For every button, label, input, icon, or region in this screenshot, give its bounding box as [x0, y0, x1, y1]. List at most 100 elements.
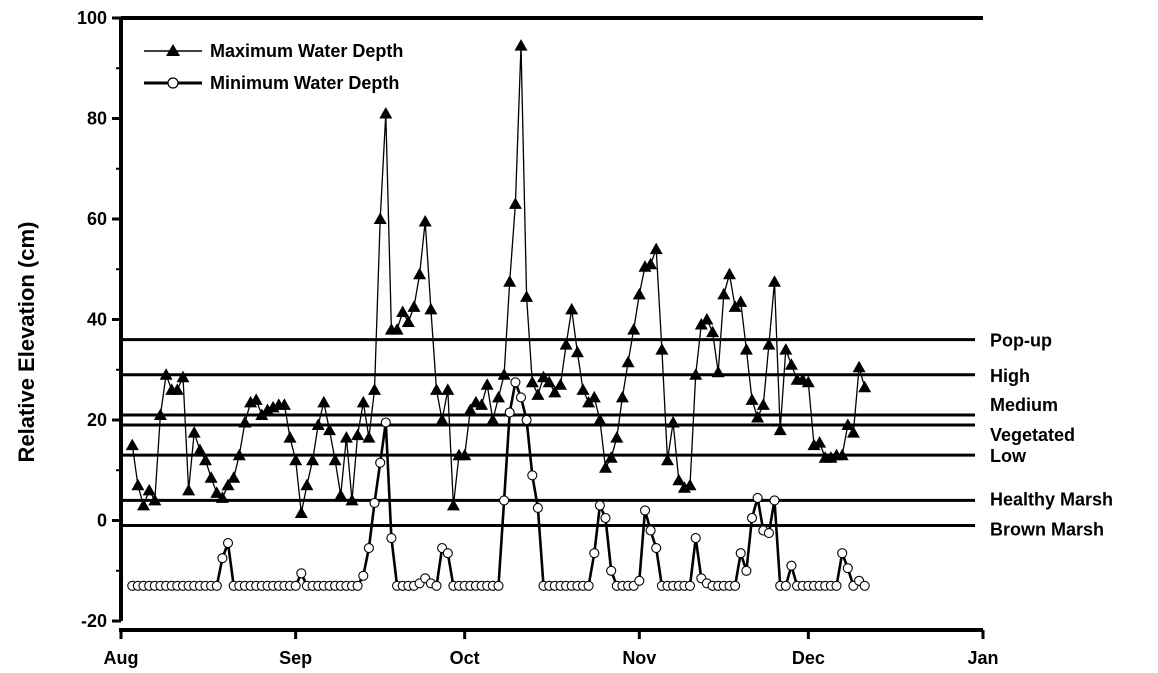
reference-line-label: Medium	[990, 395, 1058, 415]
max-depth-point	[666, 416, 680, 428]
y-tick-label: 40	[87, 310, 107, 330]
min-depth-point	[763, 528, 774, 539]
max-depth-point	[435, 413, 449, 425]
reference-line-label: High	[990, 366, 1030, 386]
max-depth-point	[615, 390, 629, 403]
max-depth-point	[170, 383, 184, 395]
reference-line-label: Low	[990, 446, 1027, 466]
x-tick-label: Aug	[104, 648, 139, 668]
max-depth-point	[846, 426, 860, 438]
max-depth-point	[277, 398, 291, 410]
max-depth-point	[525, 375, 539, 388]
max-depth-point	[317, 395, 331, 408]
max-depth-point	[125, 438, 139, 451]
max-depth-point	[711, 365, 725, 378]
max-depth-point	[762, 338, 776, 350]
min-depth-point	[837, 548, 848, 559]
max-depth-point	[300, 478, 314, 491]
max-depth-point	[784, 358, 798, 370]
max-depth-point	[232, 448, 246, 461]
max-depth-point	[356, 395, 370, 408]
min-depth-point	[211, 580, 222, 591]
series-lines	[131, 44, 866, 588]
max-depth-point	[723, 267, 736, 280]
min-depth-point	[375, 457, 386, 468]
max-depth-point	[604, 451, 618, 463]
max-depth-point	[492, 390, 505, 403]
min-depth-point	[527, 470, 538, 481]
max-depth-point	[131, 478, 145, 491]
max-depth-point	[334, 488, 348, 501]
min-depth-point	[222, 538, 234, 549]
max-depth-point	[463, 403, 477, 415]
max-depth-point	[283, 431, 297, 443]
min-depth-point	[504, 407, 515, 418]
x-tick-label: Oct	[450, 648, 480, 668]
max-depth-point	[835, 448, 849, 461]
max-depth-point	[587, 390, 601, 403]
max-depth-point	[779, 343, 793, 355]
max-depth-point	[159, 368, 173, 380]
min-depth-point	[521, 414, 532, 426]
max-depth-point	[413, 267, 427, 280]
min-depth-point	[842, 563, 853, 574]
max-depth-point	[351, 428, 365, 441]
min-depth-point	[752, 492, 763, 503]
max-depth-point	[610, 431, 624, 443]
max-depth-point	[700, 313, 714, 325]
max-depth-point	[418, 215, 432, 227]
min-depth-point	[217, 553, 228, 564]
max-depth-point	[480, 378, 494, 390]
x-tick-label: Sep	[279, 648, 312, 668]
max-depth-point	[396, 305, 410, 317]
min-depth-point	[431, 580, 442, 591]
min-depth-point	[645, 525, 656, 536]
max-depth-point	[503, 275, 517, 287]
min-depth-point	[594, 500, 605, 511]
max-depth-point	[407, 300, 421, 312]
legend-label-min: Minimum Water Depth	[210, 73, 399, 93]
max-depth-point	[137, 498, 150, 511]
min-depth-point	[296, 568, 307, 579]
min-depth-point	[363, 543, 374, 554]
min-depth-point	[380, 417, 391, 428]
max-depth-point	[210, 486, 224, 498]
y-tick-label: 20	[87, 410, 107, 430]
max-depth-point	[311, 418, 325, 430]
x-tick-label: Dec	[792, 648, 825, 668]
max-depth-point	[632, 287, 646, 300]
legend-circle-marker	[167, 77, 179, 89]
min-depth-point	[386, 533, 397, 544]
min-depth-point	[831, 580, 842, 591]
min-depth-point	[735, 548, 746, 559]
series-markers	[125, 39, 872, 591]
max-depth-point	[717, 287, 731, 300]
max-depth-point	[323, 423, 336, 436]
max-depth-point	[289, 453, 303, 466]
max-depth-point	[627, 323, 641, 335]
max-depth-point	[424, 302, 438, 315]
min-depth-point	[600, 512, 611, 524]
legend-label-max: Maximum Water Depth	[210, 41, 403, 61]
max-depth-point	[621, 355, 635, 368]
legend-item-min: Minimum Water Depth	[144, 73, 399, 93]
max-depth-point	[148, 493, 162, 506]
y-tick-label: 60	[87, 209, 107, 229]
max-depth-point	[801, 375, 815, 388]
max-depth-point	[644, 257, 658, 270]
max-depth-point	[531, 388, 545, 400]
max-depth-point	[858, 380, 872, 393]
min-depth-point	[769, 495, 780, 506]
min-depth-point	[651, 543, 662, 554]
max-depth-point	[328, 453, 342, 466]
max-depth-point	[706, 325, 720, 338]
y-tick-label: 100	[77, 8, 107, 28]
max-depth-point	[565, 302, 579, 315]
min-depth-point	[606, 565, 617, 576]
min-depth-point	[369, 497, 380, 508]
max-depth-point	[204, 471, 218, 483]
legend: Maximum Water Depth Minimum Water Depth	[144, 41, 403, 93]
max-depth-point	[773, 423, 787, 436]
min-depth-point	[583, 580, 594, 591]
max-depth-point	[187, 426, 201, 438]
